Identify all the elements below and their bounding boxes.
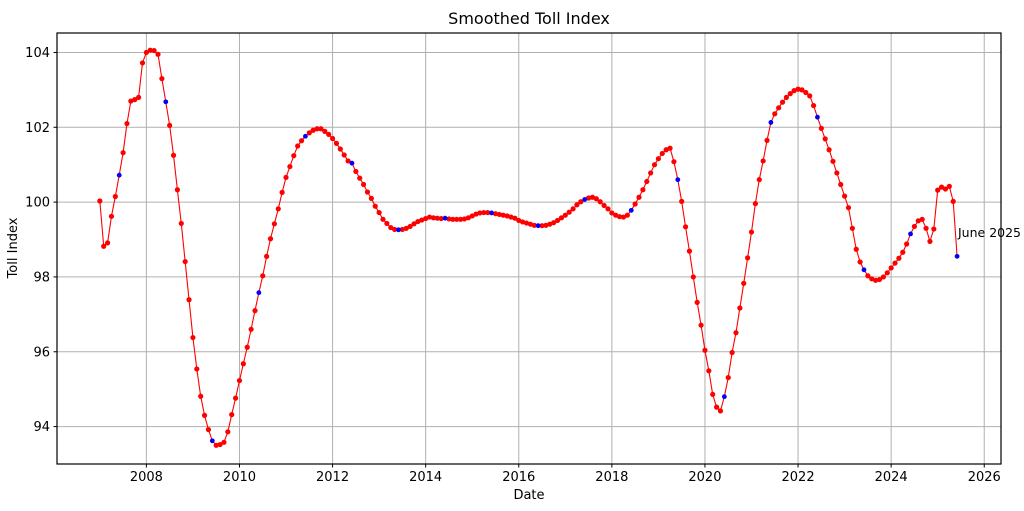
svg-text:2026: 2026 — [968, 470, 1001, 485]
annotation-june-2025: June 2025 — [957, 225, 1021, 240]
svg-text:100: 100 — [25, 196, 50, 211]
svg-text:2020: 2020 — [688, 470, 721, 485]
svg-text:102: 102 — [25, 121, 50, 136]
svg-text:104: 104 — [25, 46, 50, 61]
svg-text:2008: 2008 — [130, 470, 163, 485]
svg-text:2022: 2022 — [782, 470, 815, 485]
svg-text:2010: 2010 — [223, 470, 256, 485]
svg-text:2012: 2012 — [316, 470, 349, 485]
y-tick-labels: 94 96 98 100 102 104 — [25, 46, 50, 435]
plot-border — [56, 32, 1002, 465]
svg-text:2014: 2014 — [409, 470, 442, 485]
svg-text:96: 96 — [33, 345, 50, 360]
svg-text:2024: 2024 — [875, 470, 908, 485]
x-tick-labels: 2008 2010 2012 2014 2016 2018 2020 2022 2024 2026 — [130, 470, 1001, 485]
svg-text:94: 94 — [33, 420, 50, 435]
gridlines — [57, 33, 1001, 464]
svg-text:98: 98 — [33, 270, 50, 285]
data-series — [97, 47, 960, 448]
y-axis-label: Toll Index — [6, 217, 21, 279]
svg-text:2018: 2018 — [595, 470, 628, 485]
x-axis-label: Date — [513, 488, 544, 503]
svg-text:2016: 2016 — [502, 470, 535, 485]
chart-title: Smoothed Toll Index — [448, 9, 610, 28]
